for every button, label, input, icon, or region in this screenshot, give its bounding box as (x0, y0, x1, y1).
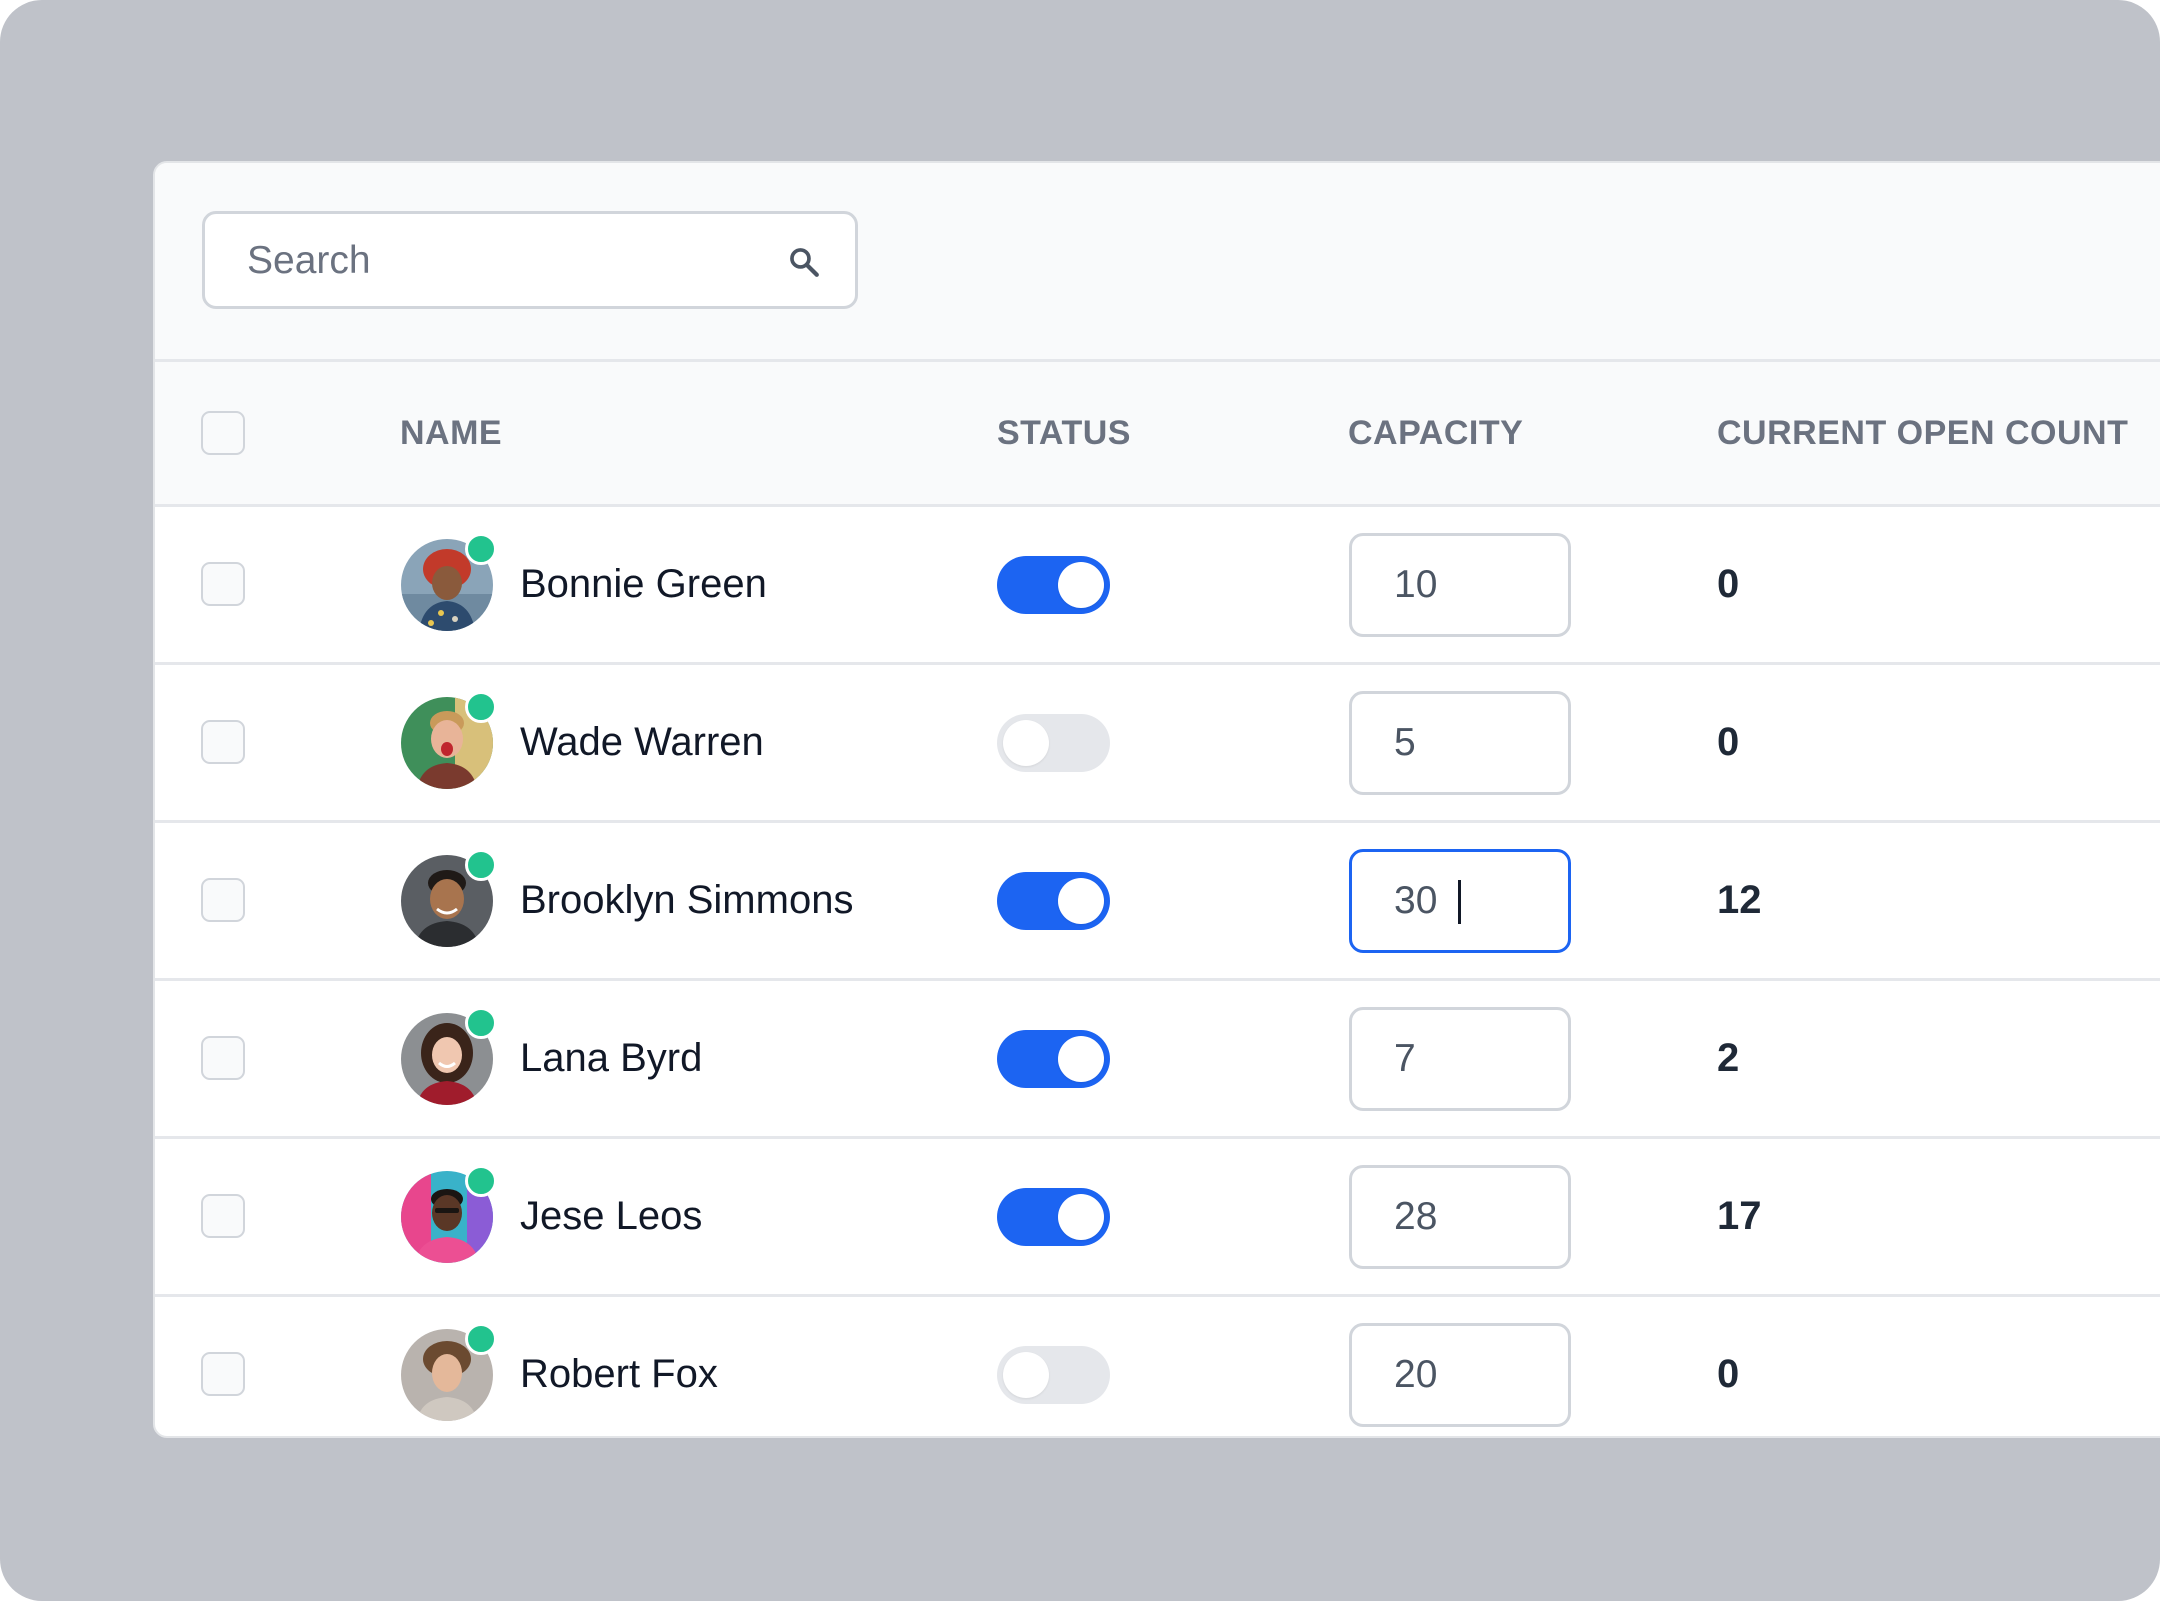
search-input[interactable] (247, 234, 747, 288)
column-header-open-count[interactable]: CURRENT OPEN COUNT (1717, 414, 2129, 452)
open-count: 12 (1717, 878, 1762, 922)
table-row: Lana Byrd 2 (155, 981, 2160, 1139)
status-toggle[interactable] (997, 1346, 1110, 1404)
status-toggle[interactable] (997, 1188, 1110, 1246)
table-row: Jese Leos 17 (155, 1139, 2160, 1297)
online-status-dot (465, 1007, 497, 1039)
open-count: 0 (1717, 720, 1740, 764)
toggle-knob (1058, 562, 1104, 608)
online-status-dot (465, 533, 497, 565)
capacity-input[interactable] (1349, 691, 1571, 795)
online-status-dot (465, 1323, 497, 1355)
search-icon[interactable] (787, 245, 821, 279)
avatar (401, 1013, 493, 1105)
capacity-input[interactable] (1349, 1007, 1571, 1111)
column-header-name[interactable]: NAME (400, 414, 503, 452)
table-row: Brooklyn Simmons 12 (155, 823, 2160, 981)
person-name[interactable]: Bonnie Green (520, 562, 767, 606)
search-box[interactable] (202, 211, 858, 309)
person-name[interactable]: Lana Byrd (520, 1036, 703, 1080)
open-count: 0 (1717, 562, 1740, 606)
row-checkbox[interactable] (201, 1194, 245, 1238)
capacity-input[interactable] (1349, 849, 1571, 953)
status-toggle[interactable] (997, 714, 1110, 772)
avatar-lana (401, 1013, 493, 1105)
open-count: 0 (1717, 1352, 1740, 1396)
online-status-dot (465, 1165, 497, 1197)
select-all-checkbox[interactable] (201, 411, 245, 455)
capacity-input[interactable] (1349, 533, 1571, 637)
online-status-dot (465, 691, 497, 723)
table-row: Bonnie Green 0 (155, 507, 2160, 665)
status-toggle[interactable] (997, 1030, 1110, 1088)
online-status-dot (465, 849, 497, 881)
open-count: 2 (1717, 1036, 1740, 1080)
row-checkbox[interactable] (201, 1036, 245, 1080)
toggle-knob (1058, 878, 1104, 924)
table-row: Robert Fox 0 (155, 1297, 2160, 1436)
status-toggle[interactable] (997, 872, 1110, 930)
person-name[interactable]: Jese Leos (520, 1194, 703, 1238)
table-header: NAME STATUS CAPACITY CURRENT OPEN COUNT (155, 362, 2160, 507)
table-row: Wade Warren 0 (155, 665, 2160, 823)
text-cursor (1458, 880, 1461, 924)
toggle-knob (1003, 720, 1049, 766)
users-table-card: NAME STATUS CAPACITY CURRENT OPEN COUNT (153, 161, 2160, 1438)
toggle-knob (1058, 1036, 1104, 1082)
table-body: Bonnie Green 0 (155, 507, 2160, 1436)
row-checkbox[interactable] (201, 878, 245, 922)
person-name[interactable]: Robert Fox (520, 1352, 718, 1396)
open-count: 17 (1717, 1194, 1762, 1238)
status-toggle[interactable] (997, 556, 1110, 614)
toggle-knob (1058, 1194, 1104, 1240)
person-name[interactable]: Wade Warren (520, 720, 764, 764)
column-header-status[interactable]: STATUS (997, 414, 1131, 452)
row-checkbox[interactable] (201, 562, 245, 606)
capacity-input[interactable] (1349, 1323, 1571, 1427)
table-toolbar (155, 163, 2160, 362)
person-name[interactable]: Brooklyn Simmons (520, 878, 854, 922)
row-checkbox[interactable] (201, 720, 245, 764)
column-header-capacity[interactable]: CAPACITY (1348, 414, 1524, 452)
row-checkbox[interactable] (201, 1352, 245, 1396)
toggle-knob (1003, 1352, 1049, 1398)
capacity-input[interactable] (1349, 1165, 1571, 1269)
